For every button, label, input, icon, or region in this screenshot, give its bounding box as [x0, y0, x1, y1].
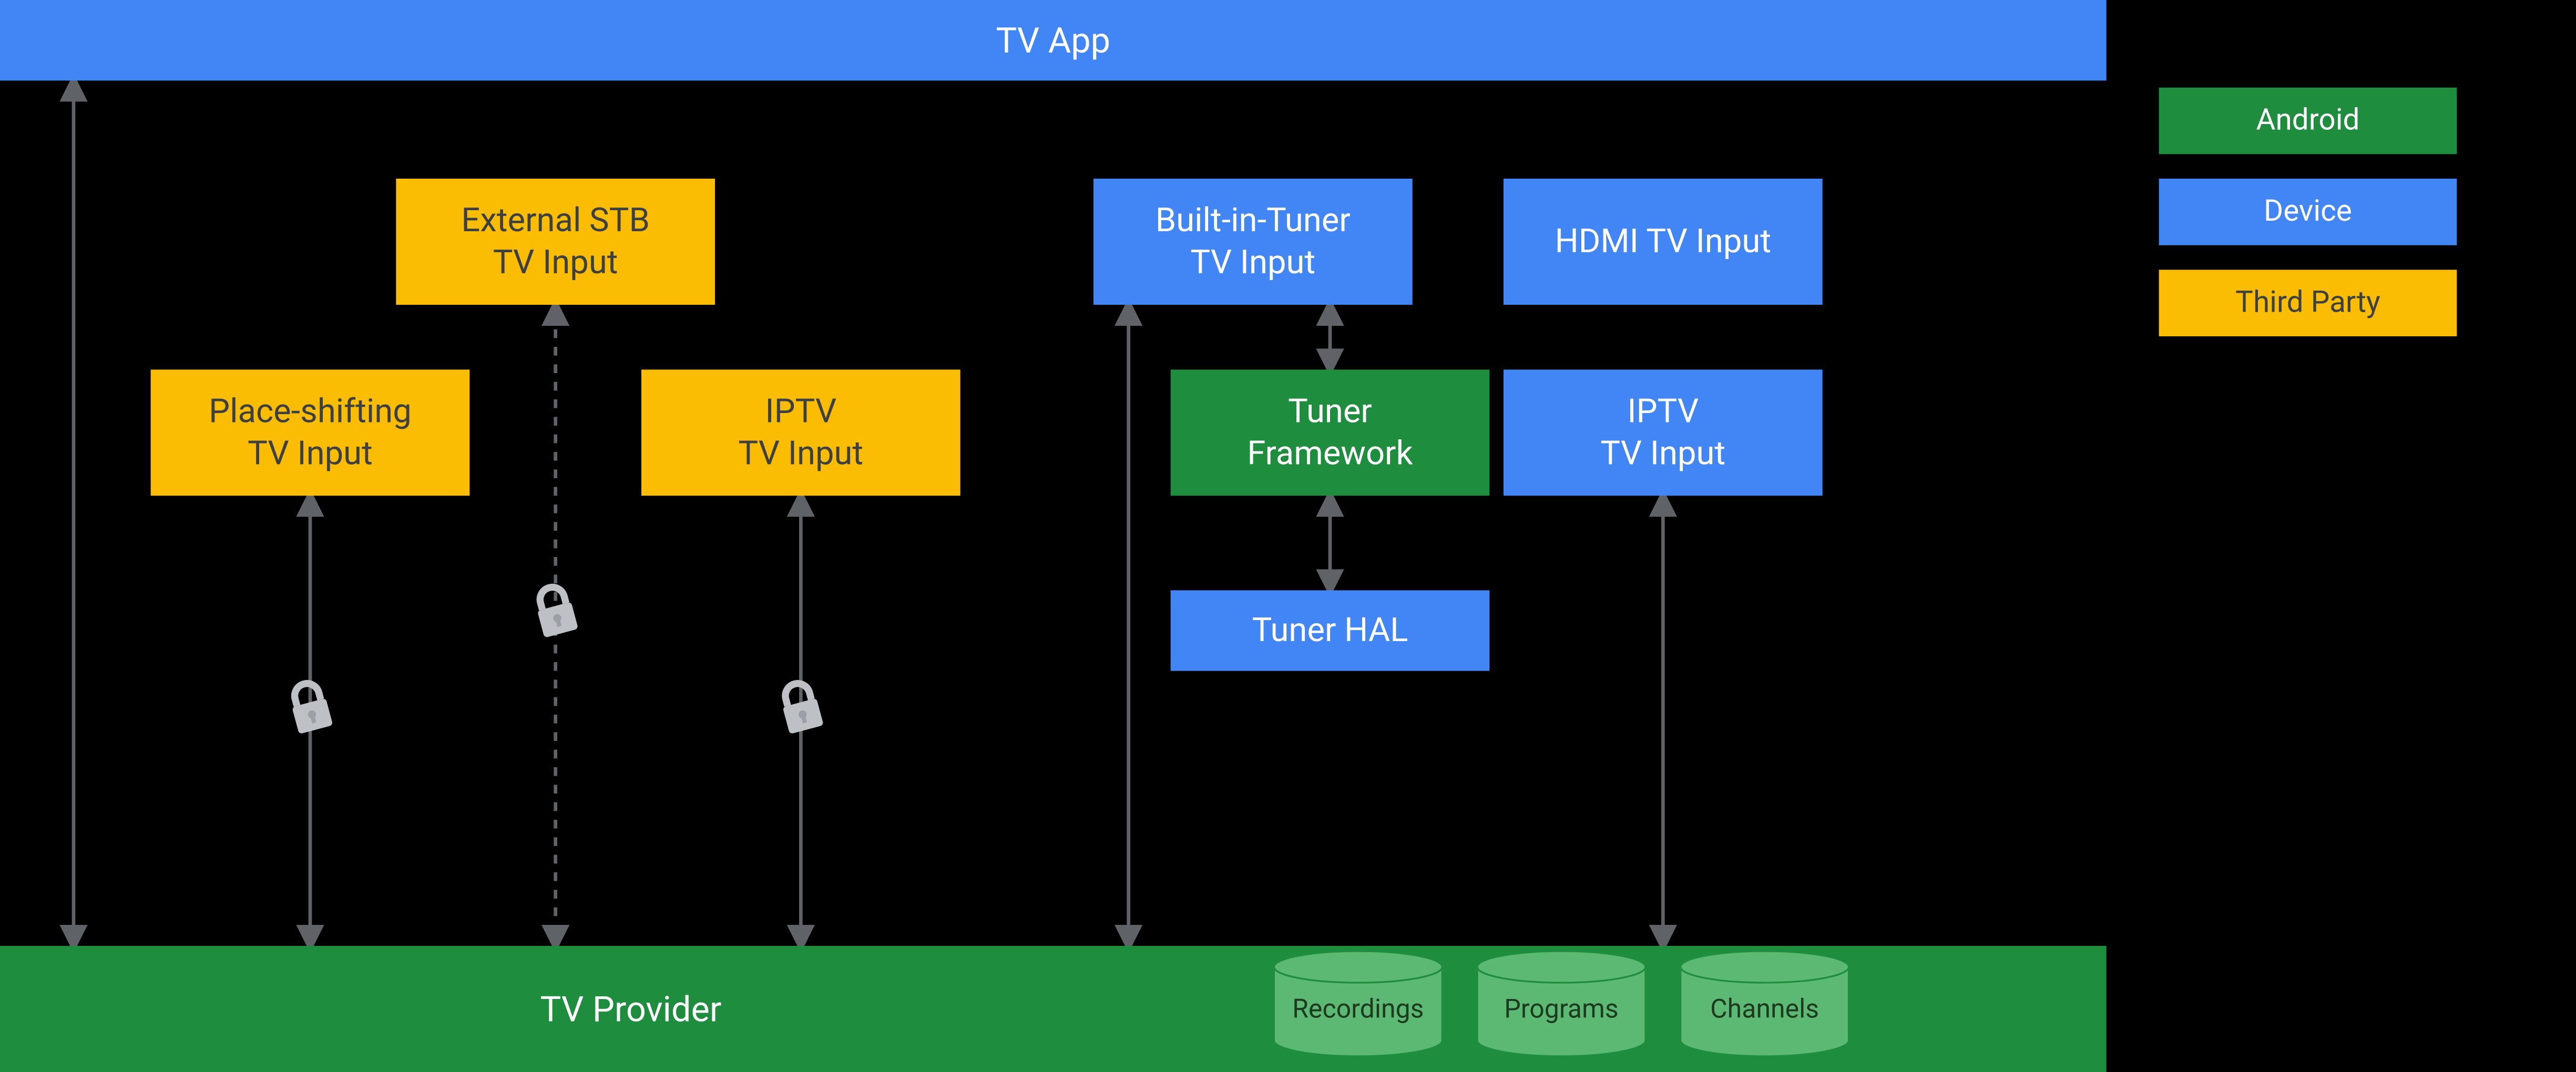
- cylinder-label: Programs: [1504, 993, 1618, 1025]
- box-label: IPTV TV Input: [738, 391, 863, 474]
- box-tv_app: TV App: [0, 0, 2107, 80]
- box-iptv_tp: IPTV TV Input: [641, 369, 960, 496]
- box-iptv_dev: IPTV TV Input: [1504, 369, 1823, 496]
- legend-label: Device: [2264, 194, 2352, 230]
- box-label: TV Provider: [0, 987, 1262, 1030]
- box-label: External STB TV Input: [461, 200, 650, 283]
- legend-android: Android: [2159, 88, 2457, 154]
- box-ext_stb: External STB TV Input: [396, 179, 715, 305]
- box-label: Place-shifting TV Input: [209, 391, 412, 474]
- lock-icon: [524, 580, 587, 650]
- box-label: HDMI TV Input: [1555, 221, 1771, 262]
- legend-device: Device: [2159, 179, 2457, 245]
- lock-icon: [769, 675, 832, 745]
- legend-third-party: Third Party: [2159, 270, 2457, 336]
- cylinder-label: Recordings: [1292, 993, 1424, 1025]
- box-hdmi: HDMI TV Input: [1504, 179, 1823, 305]
- legend-label: Third Party: [2235, 285, 2380, 321]
- box-built_in: Built-in-Tuner TV Input: [1093, 179, 1413, 305]
- box-tuner_hal: Tuner HAL: [1171, 590, 1490, 671]
- box-place_shift: Place-shifting TV Input: [151, 369, 470, 496]
- box-label: Built-in-Tuner TV Input: [1156, 200, 1351, 283]
- cylinder-recordings: Recordings: [1272, 951, 1444, 1056]
- cylinder-label: Channels: [1710, 993, 1819, 1025]
- box-label: IPTV TV Input: [1600, 391, 1725, 474]
- legend-label: Android: [2256, 104, 2360, 139]
- box-label: TV App: [996, 18, 1110, 62]
- cylinder-channels: Channels: [1679, 951, 1851, 1056]
- box-label: Tuner Framework: [1247, 391, 1413, 474]
- lock-icon: [279, 675, 342, 745]
- box-label: Tuner HAL: [1252, 610, 1408, 651]
- cylinder-programs: Programs: [1476, 951, 1648, 1056]
- box-tuner_fw: Tuner Framework: [1171, 369, 1490, 496]
